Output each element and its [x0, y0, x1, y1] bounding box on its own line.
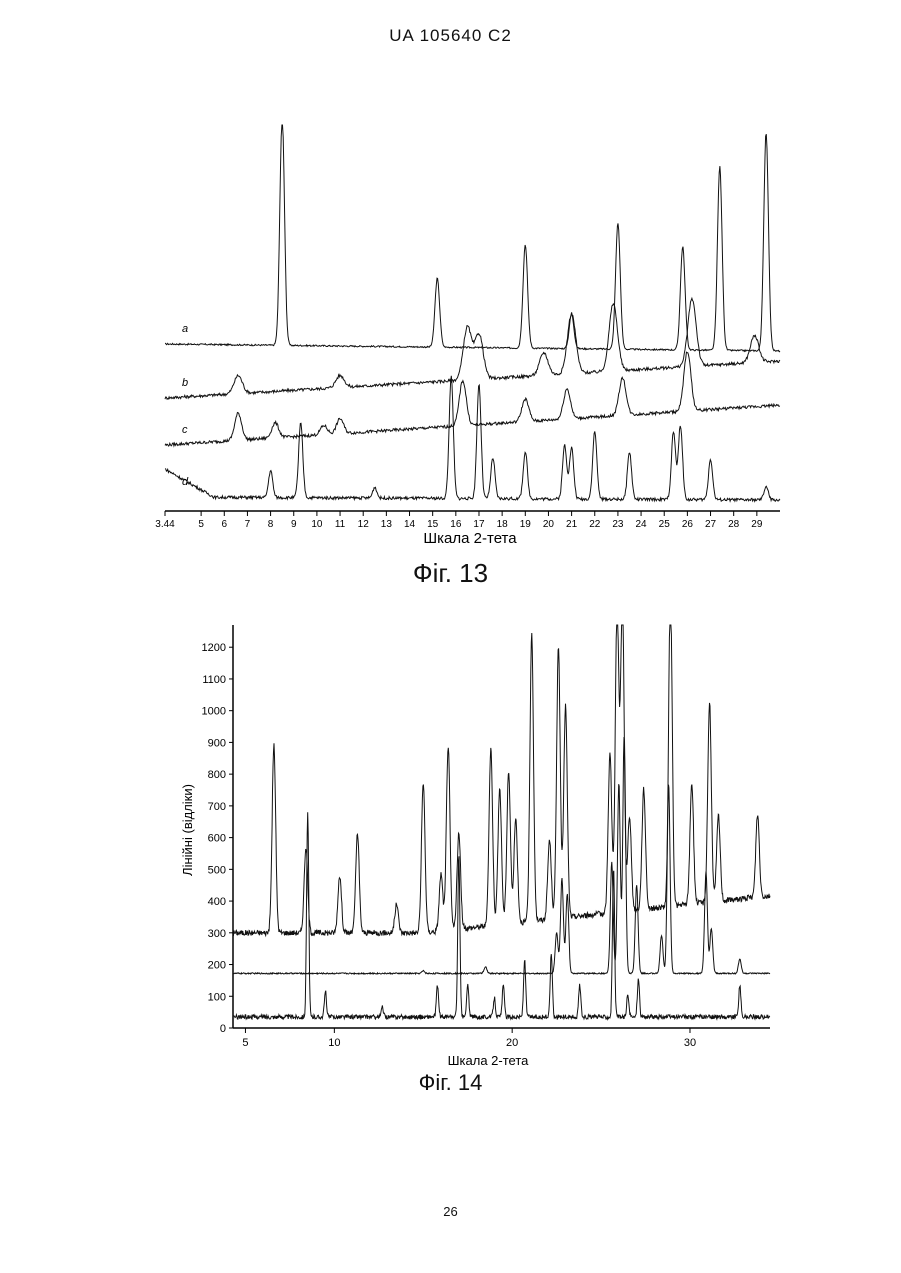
figure-13-series-label-b: b [182, 377, 188, 389]
figure-13-series-a [165, 125, 780, 352]
figure-13-x-tick-label: 27 [705, 519, 717, 530]
figure-13-series-label-d: d [182, 476, 189, 488]
figure-13-x-axis-label: Шкала 2-тета [423, 530, 517, 547]
figure-13-x-tick-label: 9 [291, 519, 297, 530]
figure-14-x-tick-label: 20 [506, 1037, 518, 1049]
figure-14-series-group [233, 625, 770, 1019]
figure-13-series-b [165, 298, 780, 399]
figure-13-x-tick-label: 28 [728, 519, 740, 530]
figure-13-x-tick-label: 15 [427, 519, 439, 530]
figure-13-x-tick-label: 17 [473, 519, 485, 530]
figure-14-chart: 0 100 200 300 400 500 600 700 800 900 1000 1100 1200… [170, 615, 790, 1070]
page-number: 26 [0, 1204, 901, 1219]
figure-13-x-tick-label: 13 [381, 519, 393, 530]
figure-14-y-axis-label: Лінійні (відліки) [180, 784, 195, 876]
figure-13-caption: Фіг. 13 [0, 558, 901, 589]
figure-13-x-tick-label: 23 [612, 519, 624, 530]
figure-13-x-tick-label: 5 [198, 519, 204, 530]
figure-14-y-tick-label: 100 [208, 991, 226, 1003]
figure-13-x-axis: 3.44 5 6 7 8 9 10 11 12 13 14 15 16 17 18 19 20 21 22 23 24 2… [155, 511, 780, 530]
figure-13-x-tick-label: 12 [358, 519, 370, 530]
figure-13-x-tick-label: 7 [245, 519, 251, 530]
figure-13-x-tick-label: 29 [751, 519, 763, 530]
figure-14-y-tick-label: 800 [208, 769, 226, 781]
figure-13-series-group [165, 125, 780, 501]
figure-13-x-tick-label: 10 [311, 519, 323, 530]
figure-14-y-tick-label: 400 [208, 896, 226, 908]
figure-13-x-tick-label: 3.44 [155, 519, 175, 530]
figure-14-axes: 0 100 200 300 400 500 600 700 800 900 1000 1100 1200… [202, 625, 770, 1049]
figure-13-series-c [165, 352, 780, 446]
figure-13-x-tick-label: 20 [543, 519, 555, 530]
figure-13-x-tick-label: 22 [589, 519, 601, 530]
figure-13-x-tick-label: 16 [450, 519, 462, 530]
figure-14-y-tick-label: 300 [208, 928, 226, 940]
figure-14-y-tick-label: 700 [208, 801, 226, 813]
figure-13-x-tick-label: 25 [659, 519, 671, 530]
figure-13-series-label-c: c [182, 424, 188, 436]
figure-13-x-tick-label: 14 [404, 519, 416, 530]
figure-14-caption: Фіг. 14 [0, 1070, 901, 1096]
figure-14-y-tick-label: 200 [208, 960, 226, 972]
figure-14-x-axis-label: Шкала 2-тета [448, 1053, 530, 1068]
figure-13-x-tick-label: 26 [682, 519, 694, 530]
figure-13-x-tick-label: 19 [520, 519, 532, 530]
figure-13-chart: 3.44 5 6 7 8 9 10 11 12 13 14 15 16 17 18 19 20 21 22 23 24 2… [150, 115, 790, 555]
figure-14-x-tick-label: 10 [328, 1037, 340, 1049]
figure-14-y-tick-label: 1100 [202, 674, 226, 686]
figure-14-series-top [233, 625, 770, 936]
figure-13-x-tick-label: 21 [566, 519, 578, 530]
figure-13-x-tick-label: 8 [268, 519, 274, 530]
figure-13-x-tick-label: 24 [636, 519, 648, 530]
figure-13-series-label-a: a [182, 323, 188, 335]
figure-14-y-tick-label: 600 [208, 833, 226, 845]
figure-14-y-tick-label: 1200 [202, 642, 226, 654]
patent-header: UA 105640 C2 [0, 26, 901, 46]
figure-13-x-tick-label: 6 [221, 519, 227, 530]
figure-14-x-tick-label: 5 [242, 1037, 248, 1049]
figure-14-y-tick-label: 0 [220, 1023, 226, 1035]
figure-14-y-tick-label: 500 [208, 864, 226, 876]
figure-14-y-tick-label: 900 [208, 737, 226, 749]
figure-13-x-tick-label: 18 [497, 519, 509, 530]
figure-13-series-labels: a b c d [182, 323, 189, 488]
figure-14-y-tick-label: 1000 [202, 706, 226, 718]
figure-13-x-tick-label: 11 [335, 519, 346, 530]
figure-14-x-tick-label: 30 [684, 1037, 696, 1049]
